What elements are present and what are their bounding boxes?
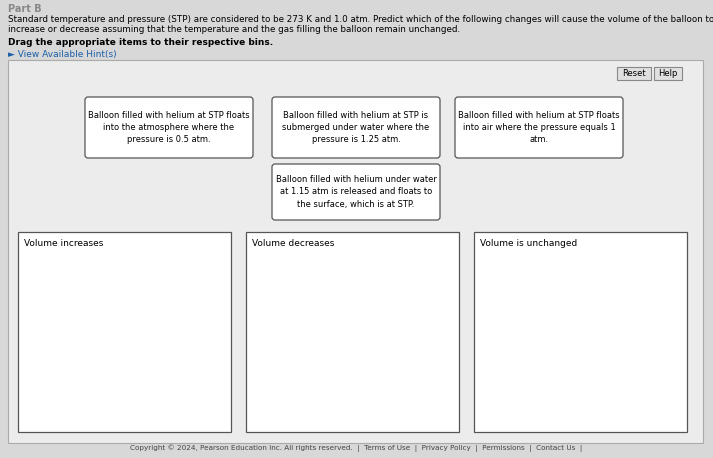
Text: Standard temperature and pressure (STP) are considered to be 273 K and 1.0 atm. : Standard temperature and pressure (STP) … [8, 15, 713, 24]
Text: Part B: Part B [8, 4, 41, 14]
FancyBboxPatch shape [85, 97, 253, 158]
FancyBboxPatch shape [246, 232, 459, 432]
Text: Balloon filled with helium at STP floats
into air where the pressure equals 1
at: Balloon filled with helium at STP floats… [458, 111, 620, 144]
Text: Balloon filled with helium at STP is
submerged under water where the
pressure is: Balloon filled with helium at STP is sub… [282, 111, 430, 144]
Text: Help: Help [658, 69, 677, 78]
Text: ► View Available Hint(s): ► View Available Hint(s) [8, 50, 117, 59]
FancyBboxPatch shape [617, 67, 651, 80]
FancyBboxPatch shape [18, 232, 231, 432]
Text: Drag the appropriate items to their respective bins.: Drag the appropriate items to their resp… [8, 38, 273, 47]
Text: Balloon filled with helium under water
at 1.15 atm is released and floats to
the: Balloon filled with helium under water a… [275, 175, 436, 209]
FancyBboxPatch shape [474, 232, 687, 432]
Text: Volume is unchanged: Volume is unchanged [480, 239, 578, 248]
FancyBboxPatch shape [8, 60, 703, 443]
Text: Reset: Reset [622, 69, 646, 78]
Text: Balloon filled with helium at STP floats
into the atmosphere where the
pressure : Balloon filled with helium at STP floats… [88, 111, 250, 144]
Text: Copyright © 2024, Pearson Education Inc. All rights reserved.  |  Terms of Use  : Copyright © 2024, Pearson Education Inc.… [130, 444, 582, 452]
FancyBboxPatch shape [272, 164, 440, 220]
Text: Volume decreases: Volume decreases [252, 239, 334, 248]
Text: increase or decrease assuming that the temperature and the gas filling the ballo: increase or decrease assuming that the t… [8, 25, 460, 34]
FancyBboxPatch shape [272, 97, 440, 158]
Text: Volume increases: Volume increases [24, 239, 103, 248]
FancyBboxPatch shape [455, 97, 623, 158]
FancyBboxPatch shape [654, 67, 682, 80]
